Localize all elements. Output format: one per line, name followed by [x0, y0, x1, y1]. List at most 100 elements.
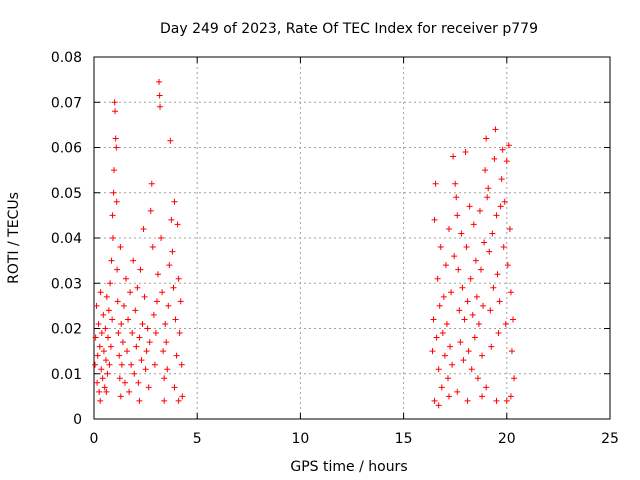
data-point: [118, 361, 125, 368]
data-point: [139, 320, 146, 327]
data-point: [471, 334, 478, 341]
y-tick-label: 0.03: [51, 276, 82, 292]
data-point: [483, 384, 490, 391]
data-point: [456, 307, 463, 314]
data-point: [447, 343, 454, 350]
data-point: [106, 361, 113, 368]
data-point: [107, 280, 114, 287]
data-point: [498, 176, 505, 183]
data-point: [168, 216, 175, 223]
data-point: [97, 397, 104, 404]
data-point: [453, 194, 460, 201]
data-point: [464, 298, 471, 305]
data-point: [494, 271, 501, 278]
data-point: [119, 339, 126, 346]
y-tick-label: 0: [73, 412, 82, 428]
data-point: [127, 289, 134, 296]
data-point: [150, 311, 157, 318]
data-point: [507, 393, 514, 400]
data-point: [128, 361, 135, 368]
chart-title: Day 249 of 2023, Rate Of TEC Index for r…: [160, 21, 538, 37]
data-point: [479, 393, 486, 400]
x-tick-label: 5: [193, 431, 202, 447]
data-point: [460, 357, 467, 364]
data-point: [152, 330, 159, 337]
y-tick-label: 0.08: [51, 50, 82, 66]
x-tick-label: 25: [601, 431, 619, 447]
data-point: [503, 158, 510, 165]
data-point: [131, 370, 138, 377]
data-point: [449, 361, 456, 368]
data-point: [120, 302, 127, 309]
data-point: [170, 284, 177, 291]
data-point: [158, 235, 165, 241]
data-point: [176, 330, 183, 337]
y-tick-label: 0.01: [51, 367, 82, 383]
data-point: [100, 348, 107, 355]
data-point: [507, 289, 514, 296]
data-point: [114, 298, 121, 305]
data-point: [103, 293, 110, 300]
data-point: [104, 370, 111, 377]
data-point: [148, 180, 155, 187]
data-point: [496, 298, 503, 305]
grid-lines: [94, 57, 610, 419]
data-point: [474, 375, 481, 382]
data-point: [177, 298, 184, 305]
data-point: [476, 207, 483, 214]
data-point: [98, 366, 105, 373]
data-point: [434, 275, 441, 282]
data-point: [450, 153, 457, 160]
data-point: [108, 257, 115, 264]
data-point: [143, 348, 150, 355]
y-tick-labels: 0 0.01 0.02 0.03 0.04 0.05 0.06 0.07 0.08: [51, 50, 82, 428]
data-point: [454, 212, 461, 219]
data-point: [99, 375, 106, 382]
data-point: [500, 244, 507, 251]
y-tick-label: 0.06: [51, 141, 82, 157]
data-point: [438, 384, 445, 391]
data-point: [122, 275, 129, 282]
data-point: [501, 198, 508, 205]
data-point: [171, 198, 178, 205]
data-point: [459, 284, 466, 291]
data-point: [437, 244, 444, 251]
data-point: [482, 167, 489, 174]
data-point: [511, 375, 518, 382]
data-point: [113, 198, 120, 205]
y-tick-label: 0.02: [51, 322, 82, 338]
data-point: [98, 330, 105, 337]
data-point: [140, 225, 147, 232]
data-point: [107, 343, 114, 350]
x-tick-labels: 0 5 10 15 20 25: [90, 431, 619, 447]
data-point: [174, 221, 181, 228]
data-point: [126, 388, 133, 395]
data-point: [492, 126, 499, 133]
data-point: [156, 78, 163, 85]
data-point: [436, 302, 443, 309]
data-point: [448, 289, 455, 296]
data-point: [493, 397, 500, 404]
data-point: [488, 343, 495, 350]
data-point: [134, 284, 141, 291]
data-point: [103, 388, 110, 395]
data-point: [439, 330, 446, 337]
data-point: [100, 311, 107, 318]
data-point: [110, 189, 117, 196]
data-point: [105, 334, 112, 341]
data-point: [487, 307, 494, 314]
data-point: [156, 92, 163, 99]
data-point: [508, 348, 515, 355]
data-point: [455, 266, 462, 273]
data-point: [164, 366, 171, 373]
data-point: [433, 334, 440, 341]
data-point: [145, 384, 152, 391]
data-point: [483, 135, 490, 142]
data-point: [111, 99, 118, 106]
data-point: [431, 216, 438, 223]
data-point: [478, 266, 484, 273]
y-tick-label: 0.05: [51, 186, 82, 202]
data-point: [117, 393, 124, 400]
data-point: [125, 316, 132, 323]
data-point: [97, 289, 104, 296]
